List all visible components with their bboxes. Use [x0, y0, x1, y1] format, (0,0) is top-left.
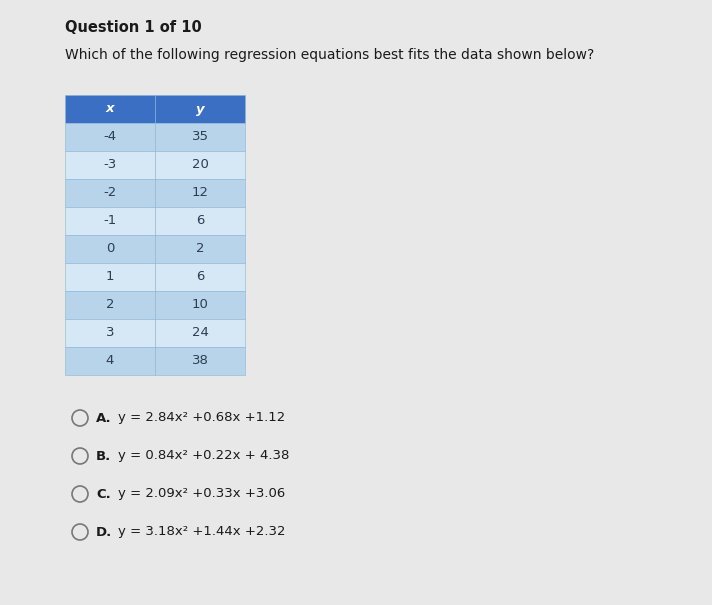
Text: C.: C.	[96, 488, 111, 500]
Text: 12: 12	[192, 186, 209, 200]
Text: y = 2.09x² +0.33x +3.06: y = 2.09x² +0.33x +3.06	[118, 488, 286, 500]
Text: 2: 2	[106, 298, 114, 312]
Text: -4: -4	[103, 131, 117, 143]
Text: 24: 24	[192, 327, 209, 339]
FancyBboxPatch shape	[155, 207, 245, 235]
FancyBboxPatch shape	[155, 179, 245, 207]
FancyBboxPatch shape	[65, 235, 155, 263]
Text: y = 2.84x² +0.68x +1.12: y = 2.84x² +0.68x +1.12	[118, 411, 286, 425]
Text: 6: 6	[196, 270, 204, 284]
Text: y = 3.18x² +1.44x +2.32: y = 3.18x² +1.44x +2.32	[118, 526, 286, 538]
Text: 6: 6	[196, 215, 204, 227]
Text: 20: 20	[192, 159, 209, 171]
Text: -3: -3	[103, 159, 117, 171]
Text: 2: 2	[196, 243, 204, 255]
Text: B.: B.	[96, 450, 111, 462]
FancyBboxPatch shape	[65, 151, 155, 179]
FancyBboxPatch shape	[155, 347, 245, 375]
FancyBboxPatch shape	[155, 123, 245, 151]
FancyBboxPatch shape	[65, 123, 155, 151]
FancyBboxPatch shape	[155, 319, 245, 347]
FancyBboxPatch shape	[155, 263, 245, 291]
FancyBboxPatch shape	[65, 95, 155, 123]
FancyBboxPatch shape	[65, 179, 155, 207]
Text: y: y	[196, 102, 204, 116]
Text: 35: 35	[192, 131, 209, 143]
Text: 4: 4	[106, 355, 114, 367]
Text: y = 0.84x² +0.22x + 4.38: y = 0.84x² +0.22x + 4.38	[118, 450, 289, 462]
Text: A.: A.	[96, 411, 112, 425]
Text: 10: 10	[192, 298, 209, 312]
FancyBboxPatch shape	[65, 291, 155, 319]
Text: 3: 3	[106, 327, 114, 339]
Text: Which of the following regression equations best fits the data shown below?: Which of the following regression equati…	[65, 48, 595, 62]
Text: 0: 0	[106, 243, 114, 255]
Text: Question 1 of 10: Question 1 of 10	[65, 20, 201, 35]
FancyBboxPatch shape	[155, 291, 245, 319]
Text: -2: -2	[103, 186, 117, 200]
Text: -1: -1	[103, 215, 117, 227]
FancyBboxPatch shape	[155, 235, 245, 263]
Text: 1: 1	[106, 270, 114, 284]
FancyBboxPatch shape	[65, 347, 155, 375]
Text: x: x	[106, 102, 114, 116]
Text: D.: D.	[96, 526, 112, 538]
FancyBboxPatch shape	[65, 207, 155, 235]
FancyBboxPatch shape	[155, 151, 245, 179]
FancyBboxPatch shape	[65, 263, 155, 291]
FancyBboxPatch shape	[65, 319, 155, 347]
Text: 38: 38	[192, 355, 209, 367]
FancyBboxPatch shape	[155, 95, 245, 123]
